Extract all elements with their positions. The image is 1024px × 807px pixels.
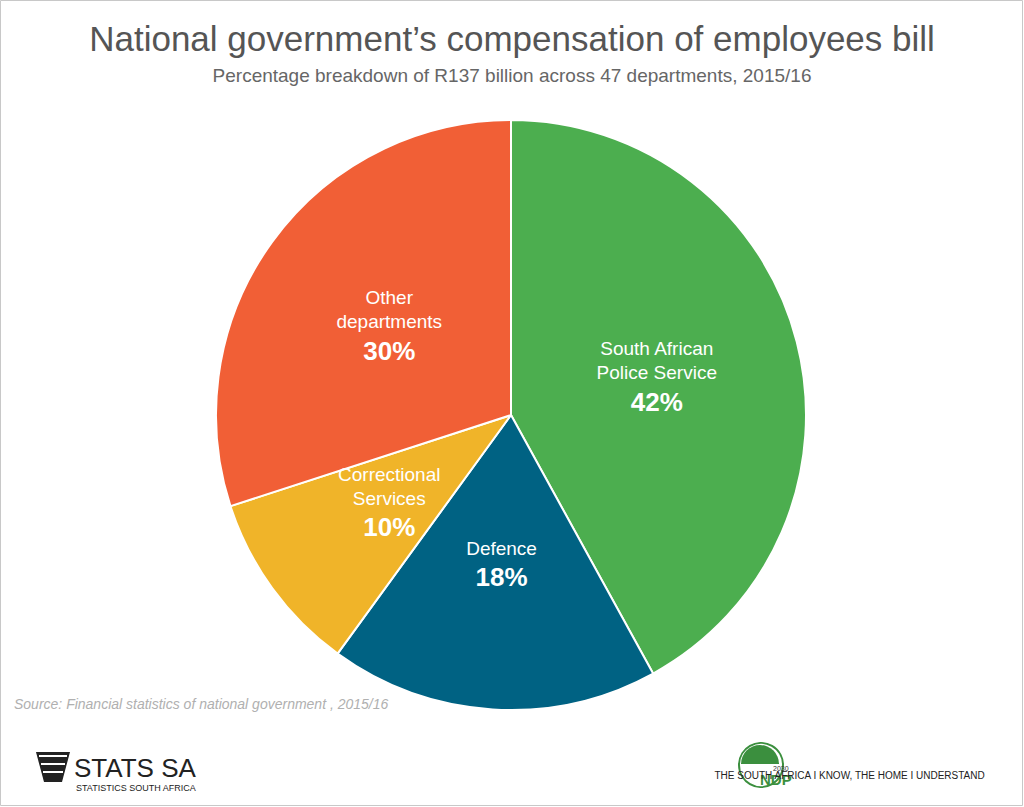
svg-text:Other: Other bbox=[365, 287, 413, 308]
svg-text:departments: departments bbox=[336, 311, 442, 332]
svg-text:10%: 10% bbox=[363, 512, 415, 542]
svg-text:18%: 18% bbox=[476, 562, 528, 592]
svg-text:STATS SA: STATS SA bbox=[74, 753, 196, 783]
svg-text:Defence: Defence bbox=[466, 538, 537, 559]
svg-text:STATISTICS SOUTH AFRICA: STATISTICS SOUTH AFRICA bbox=[76, 783, 196, 793]
svg-text:THE SOUTH AFRICA I KNOW, THE H: THE SOUTH AFRICA I KNOW, THE HOME I UNDE… bbox=[715, 770, 985, 781]
svg-text:30%: 30% bbox=[363, 336, 415, 366]
svg-text:National government’s compensa: National government’s compensation of em… bbox=[89, 19, 935, 58]
svg-text:Percentage breakdown of R137 b: Percentage breakdown of R137 billion acr… bbox=[213, 65, 812, 86]
svg-text:2030: 2030 bbox=[773, 765, 789, 772]
svg-text:Police Service: Police Service bbox=[597, 362, 717, 383]
svg-text:42%: 42% bbox=[631, 387, 683, 417]
svg-text:Correctional: Correctional bbox=[338, 464, 440, 485]
svg-text:South African: South African bbox=[600, 338, 713, 359]
svg-text:Services: Services bbox=[353, 488, 426, 509]
svg-text:Source: Financial statistics o: Source: Financial statistics of national… bbox=[14, 696, 389, 712]
